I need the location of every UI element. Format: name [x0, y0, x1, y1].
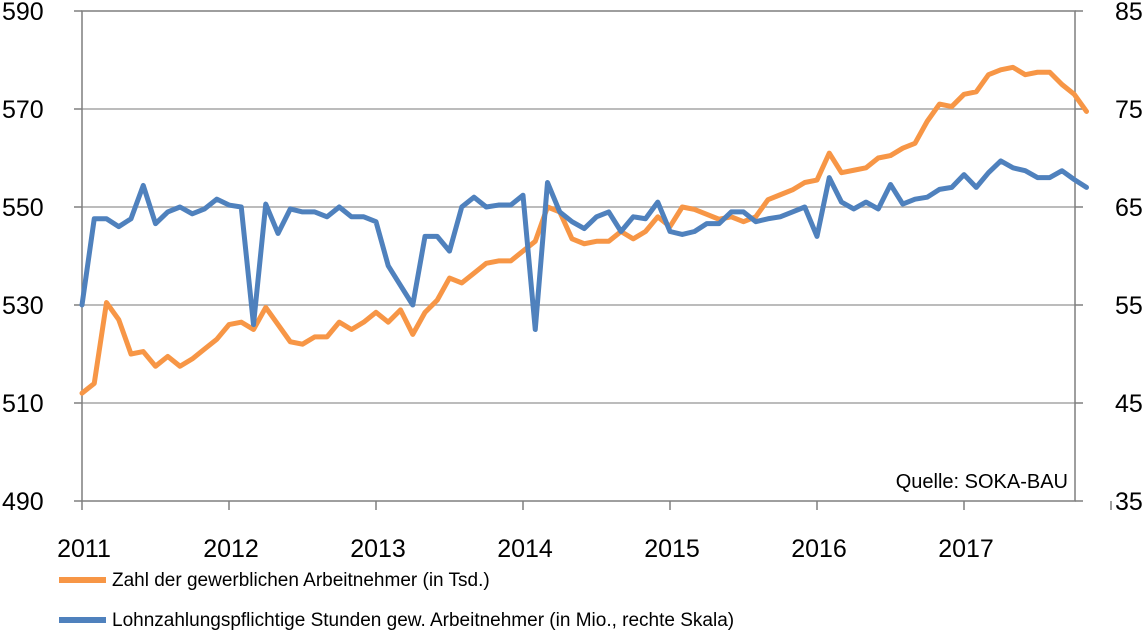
series-line-2	[79, 158, 1089, 332]
x-tick-label: 2014	[497, 535, 553, 563]
legend-label: Lohnzahlungspflichtige Stunden gew. Arbe…	[112, 610, 734, 631]
y-left-tick-label: 550	[2, 194, 44, 222]
series-lines	[79, 64, 1089, 396]
x-tick-labels: 2011 2012 2013 2014 2015 2016 2017	[57, 535, 994, 563]
y-left-tick-label: 510	[2, 390, 44, 418]
y-left-tick-label: 570	[2, 96, 44, 124]
y-right-tick-label: 65	[1115, 194, 1143, 222]
x-tick-label: 2016	[791, 535, 847, 563]
x-tick-label: 2015	[644, 535, 700, 563]
y-left-tick-labels: 590 570 550 530 510 490	[2, 0, 44, 516]
y-right-tick-label: 85	[1115, 0, 1143, 26]
x-tick-label: 2013	[350, 535, 406, 563]
y-right-tick-labels: 85 75 65 55 45 35	[1115, 0, 1143, 516]
plot-frame	[81, 10, 1076, 502]
y-right-tick-label: 75	[1115, 96, 1143, 124]
y-left-tick-label: 490	[2, 488, 44, 516]
gridlines	[82, 108, 1075, 404]
y-right-tick-label: 55	[1115, 292, 1143, 320]
x-tick-label: 2012	[203, 535, 259, 563]
x-tick-label: 2011	[57, 535, 111, 563]
source-annotation: Quelle: SOKA-BAU	[896, 471, 1068, 493]
y-right-tick-label: 45	[1115, 390, 1143, 418]
legend-label: Zahl der gewerblichen Arbeitnehmer (in T…	[112, 570, 490, 591]
y-left-tick-label: 590	[2, 0, 44, 26]
legend: Zahl der gewerblichen Arbeitnehmer (in T…	[59, 570, 734, 631]
series-line-1	[79, 64, 1089, 396]
y-left-tick-label: 530	[2, 292, 44, 320]
x-tick-label: 2017	[938, 535, 994, 563]
y-right-tick-label: 35	[1115, 488, 1143, 516]
tick-marks	[74, 10, 1112, 510]
